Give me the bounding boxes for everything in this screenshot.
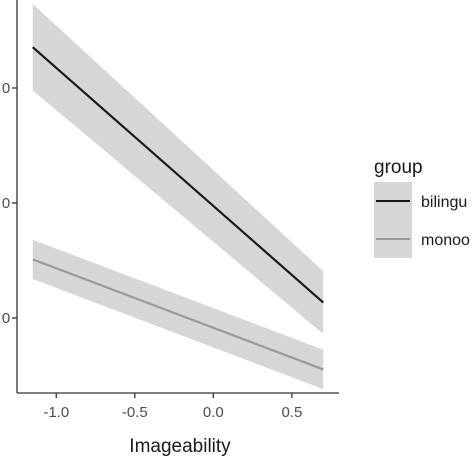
line-series-1 [32, 258, 324, 371]
line-series-0 [31, 46, 325, 304]
x-tick-label: -0.5 [122, 404, 148, 421]
legend-label-mono: monoo [421, 232, 470, 249]
x-tick-label: 0.5 [281, 404, 302, 421]
legend-label-bilingual: bilingu [421, 194, 467, 211]
x-tick-label: 0.0 [203, 404, 224, 421]
x-axis-title: Imageability [129, 436, 231, 457]
y-tick-label: 0 [2, 80, 10, 97]
legend-title: group [374, 157, 423, 178]
ribbon-series-0 [32, 3, 324, 335]
y-tick-label: 0 [2, 195, 10, 212]
x-tick-label: -1.0 [43, 404, 69, 421]
y-tick-label: 0 [2, 310, 10, 327]
legend: group bilingu monoo [374, 157, 470, 258]
y-axis: 0 0 0 [2, 0, 18, 393]
plot-area [31, 3, 325, 390]
x-axis: -1.0 -0.5 0.0 0.5 [17, 392, 339, 421]
